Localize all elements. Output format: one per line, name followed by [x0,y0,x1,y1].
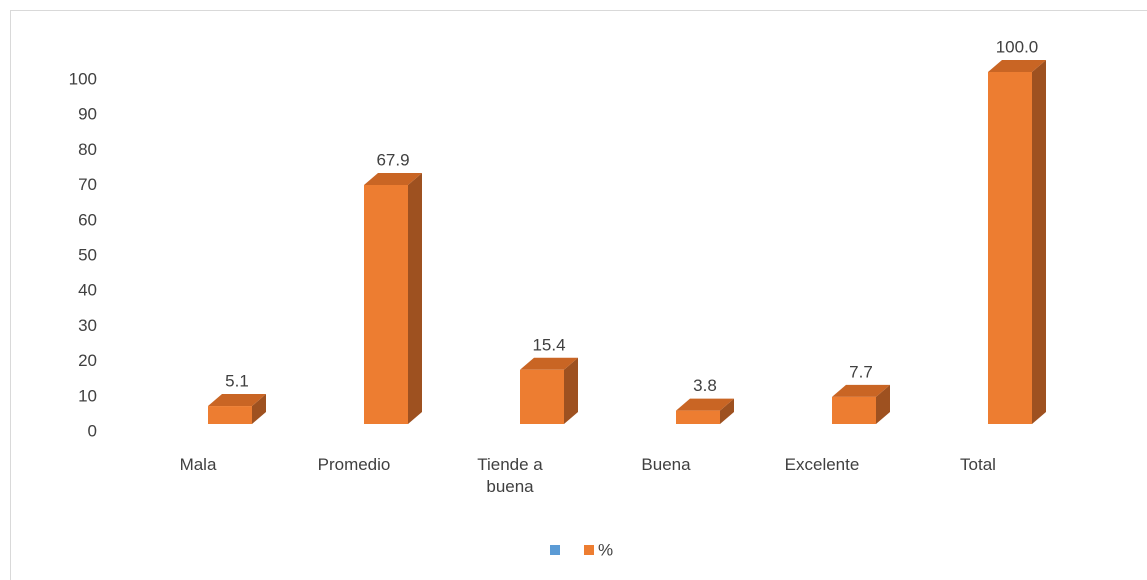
y-tick-label: 80 [78,140,97,159]
bar-side [252,394,266,424]
legend-swatch [584,545,594,555]
data-label: 3.8 [693,376,717,395]
bar-top [832,384,890,397]
x-tick-label: Excelente [784,455,860,474]
bar [364,184,408,424]
y-tick-label: 50 [78,245,97,264]
legend-swatch [550,545,560,555]
data-label: 5.1 [225,372,249,391]
bar-top [520,357,578,370]
x-tick-label: Total [960,455,996,474]
legend-label: % [598,540,613,559]
x-tick-label: Tiende a buena [477,455,543,496]
bar-top [676,398,734,411]
x-tick-label: Promedio [317,455,391,474]
bar-side [720,398,734,424]
y-tick-label: 10 [78,386,97,405]
data-label: 15.4 [532,335,565,354]
data-label: 67.9 [376,150,409,169]
x-tick-label: Buena [641,455,691,474]
bar-top [364,172,422,185]
bar [988,72,1032,424]
y-tick-label: 60 [78,210,97,229]
y-tick-label: 100 [69,69,97,88]
y-tick-label: 0 [88,421,97,440]
bar-side [876,384,890,424]
x-tick-label: Mala [179,455,217,474]
bar-side [1032,60,1046,424]
y-tick-label: 40 [78,281,97,300]
bar [832,396,876,424]
bar-top [208,394,266,407]
bar-top [988,60,1046,72]
chart-border [10,10,1147,580]
y-tick-label: 90 [78,105,97,124]
y-tick-label: 30 [78,316,97,335]
data-label: 7.7 [849,362,873,381]
bar [676,410,720,424]
y-tick-label: 20 [78,351,97,370]
bar [208,406,252,424]
y-tick-label: 70 [78,175,97,194]
data-label: 100.0 [996,37,1039,56]
bar [520,369,564,424]
bar-side [408,172,422,424]
bar-side [564,357,578,424]
